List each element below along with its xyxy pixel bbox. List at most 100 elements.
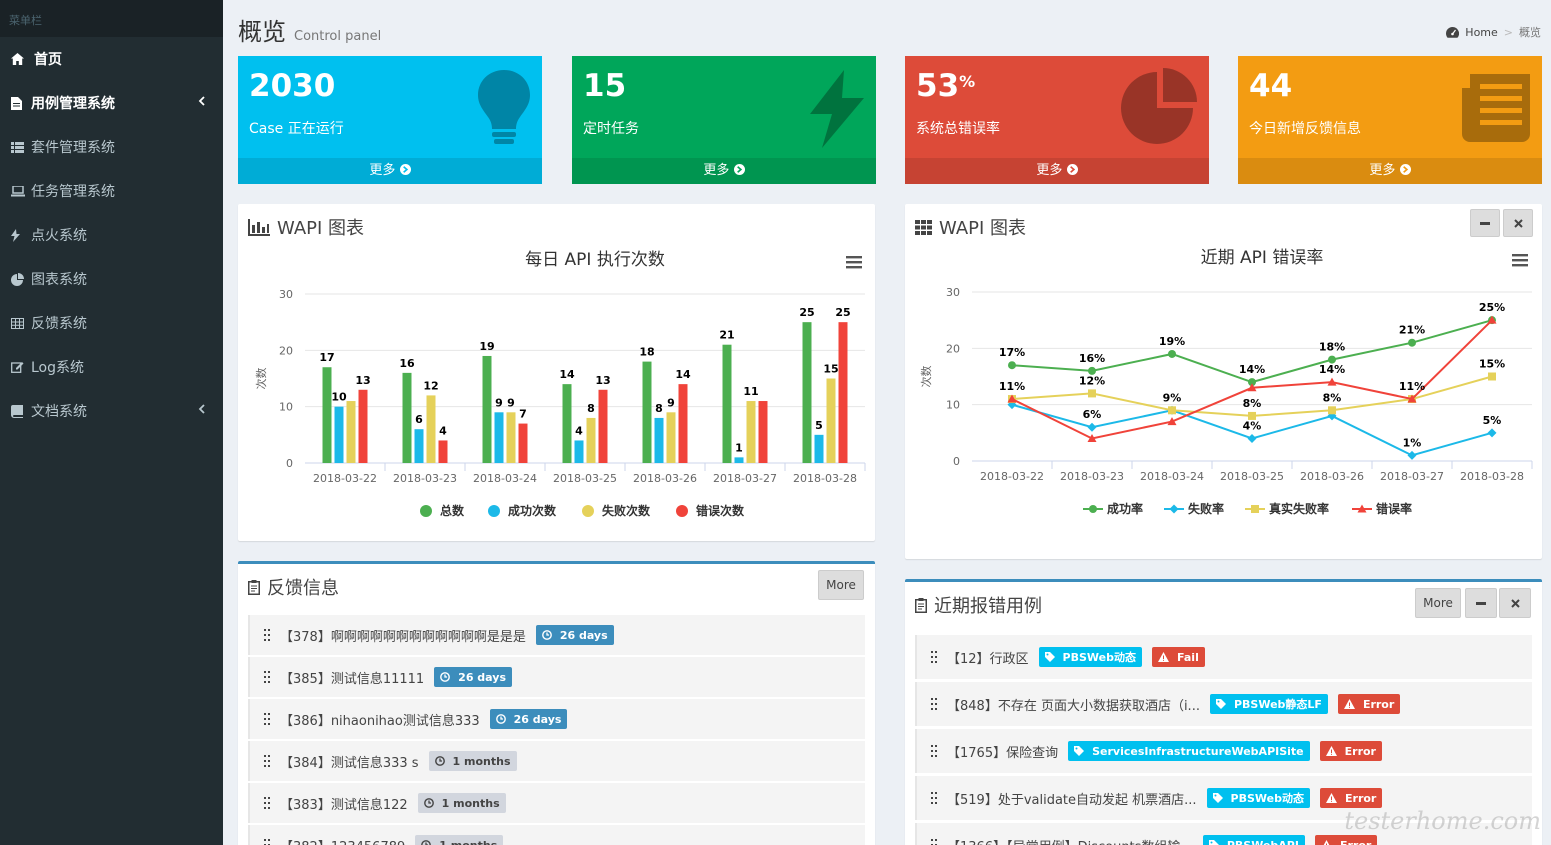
marker	[1408, 338, 1416, 347]
list-item[interactable]: 【12】行政区 PBSWeb动态 Fail	[915, 635, 1532, 679]
clock-icon	[421, 840, 435, 845]
data-label: 4	[575, 424, 583, 437]
y-tick-label: 10	[946, 399, 960, 412]
x-tick-label: 2018-03-23	[393, 472, 457, 485]
remove-button[interactable]	[1499, 588, 1531, 618]
newspaper-icon	[1462, 74, 1530, 146]
list-item[interactable]: 【385】测试信息11111 26 days	[248, 657, 865, 697]
x-tick-label: 2018-03-24	[1140, 470, 1204, 483]
drag-handle-icon[interactable]	[931, 698, 937, 710]
marker	[1089, 505, 1097, 513]
marker	[1087, 422, 1097, 432]
sidebar-item-doc-system[interactable]: 文档系统	[0, 389, 223, 433]
drag-handle-icon[interactable]	[264, 839, 270, 845]
data-label: 9%	[1163, 391, 1182, 404]
legend-item[interactable]: 成功率	[1083, 501, 1143, 516]
y-tick-label: 20	[946, 342, 960, 355]
stat-more-link[interactable]: 更多	[1238, 158, 1542, 184]
list-item[interactable]: 【384】测试信息333 s 1 months	[248, 741, 865, 781]
list-item[interactable]: 【386】nihaonihao测试信息333 26 days	[248, 699, 865, 739]
clipboard-icon	[915, 597, 927, 613]
bar	[506, 412, 516, 463]
collapse-button[interactable]	[1470, 209, 1500, 237]
marker	[1247, 383, 1257, 392]
data-label: 19	[479, 340, 494, 353]
legend-item[interactable]: 失败率	[1164, 501, 1224, 516]
data-label: 9	[507, 396, 515, 409]
data-label: 6	[415, 413, 423, 426]
page-header: 概览 Control panel	[238, 12, 381, 47]
drag-handle-icon[interactable]	[264, 755, 270, 767]
stat-more-link[interactable]: 更多	[238, 158, 542, 184]
sidebar-item-task-management[interactable]: 任务管理系统	[0, 169, 223, 213]
bar	[346, 401, 356, 463]
chevron-left-icon	[198, 403, 205, 417]
list-item[interactable]: 【378】啊啊啊啊啊啊啊啊啊啊啊啊是是是 26 days	[248, 615, 865, 655]
bar	[402, 372, 412, 463]
errors-more-button[interactable]: More	[1415, 588, 1461, 618]
sidebar-item-suite-management[interactable]: 套件管理系统	[0, 125, 223, 169]
data-label: 14	[675, 368, 691, 381]
edit-icon	[11, 361, 31, 373]
drag-handle-icon[interactable]	[264, 797, 270, 809]
list-item[interactable]: 【519】处于validate自动发起 机票酒店... PBSWeb动态 Err…	[915, 776, 1532, 820]
data-label: 11	[743, 385, 758, 398]
breadcrumb-home-link[interactable]: Home	[1465, 25, 1498, 39]
marker	[1248, 411, 1256, 420]
sidebar-header: 菜单栏	[0, 0, 223, 37]
sidebar-item-home[interactable]: 首页	[0, 37, 223, 81]
list-item[interactable]: 【382】123456789 1 months	[248, 825, 865, 845]
legend-item[interactable]: 错误率	[1352, 501, 1412, 516]
bar	[414, 429, 424, 463]
feedback-more-button[interactable]: More	[818, 570, 864, 600]
file-icon	[11, 96, 31, 110]
legend-item[interactable]: 成功次数	[488, 503, 557, 518]
drag-handle-icon[interactable]	[931, 745, 937, 757]
drag-handle-icon[interactable]	[264, 713, 270, 725]
list-item[interactable]: 【848】不存在 页面大小数据获取酒店（i... PBSWeb静态LF Erro…	[915, 682, 1532, 726]
data-label: 8%	[1323, 391, 1342, 404]
y-axis-label: 次数	[254, 368, 268, 390]
legend-item[interactable]: 真实失败率	[1245, 501, 1329, 516]
legend-item[interactable]: 错误次数	[676, 503, 745, 518]
sidebar-item-feedback-system[interactable]: 反馈系统	[0, 301, 223, 345]
remove-button[interactable]	[1503, 209, 1533, 237]
x-tick-label: 2018-03-25	[1220, 470, 1284, 483]
legend-label: 真实失败率	[1269, 501, 1329, 516]
marker	[1407, 394, 1417, 403]
recent-errors-box: 近期报错用例 More 【12】行政区 PBSWeb动态 Fail 【848】不…	[905, 579, 1542, 845]
stat-box-running-cases: 2030 Case 正在运行 更多	[238, 56, 542, 184]
feedback-text: 【383】测试信息122	[280, 797, 408, 813]
data-label: 6%	[1083, 408, 1102, 421]
marker	[1328, 406, 1336, 415]
list-item[interactable]: 【383】测试信息122 1 months	[248, 783, 865, 823]
sidebar-item-fire-system[interactable]: 点火系统	[0, 213, 223, 257]
bar-chart-icon	[248, 218, 270, 236]
list-item[interactable]: 【1765】保险查询 ServicesInfrastructureWebAPIS…	[915, 729, 1532, 773]
breadcrumb: Home > 概览	[1446, 24, 1541, 40]
drag-handle-icon[interactable]	[264, 629, 270, 641]
drag-handle-icon[interactable]	[931, 839, 937, 845]
legend-item[interactable]: 总数	[420, 503, 465, 518]
legend-item[interactable]: 失败次数	[582, 503, 651, 518]
sidebar-item-chart-system[interactable]: 图表系统	[0, 257, 223, 301]
data-label: 17%	[999, 346, 1025, 359]
stat-label: Case 正在运行	[249, 121, 344, 137]
feedback-text: 【385】测试信息11111	[280, 671, 425, 687]
bar	[654, 417, 664, 463]
chart-menu-icon[interactable]	[1512, 254, 1528, 267]
sidebar-item-log-system[interactable]: Log系统	[0, 345, 223, 389]
drag-handle-icon[interactable]	[931, 651, 937, 663]
y-tick-label: 20	[279, 344, 293, 357]
data-label: 19%	[1159, 335, 1185, 348]
sidebar-item-case-management[interactable]: 用例管理系统	[0, 81, 223, 125]
bar	[814, 434, 824, 463]
list-item[interactable]: 【1366】【异常用例】Discounts数组输... PBSWebAPI Er…	[915, 823, 1532, 845]
chart-menu-icon[interactable]	[846, 256, 862, 269]
collapse-button[interactable]	[1465, 588, 1497, 618]
legend-label: 失败率	[1188, 501, 1224, 516]
stat-more-link[interactable]: 更多	[572, 158, 876, 184]
drag-handle-icon[interactable]	[931, 792, 937, 804]
drag-handle-icon[interactable]	[264, 671, 270, 683]
stat-more-link[interactable]: 更多	[905, 158, 1209, 184]
